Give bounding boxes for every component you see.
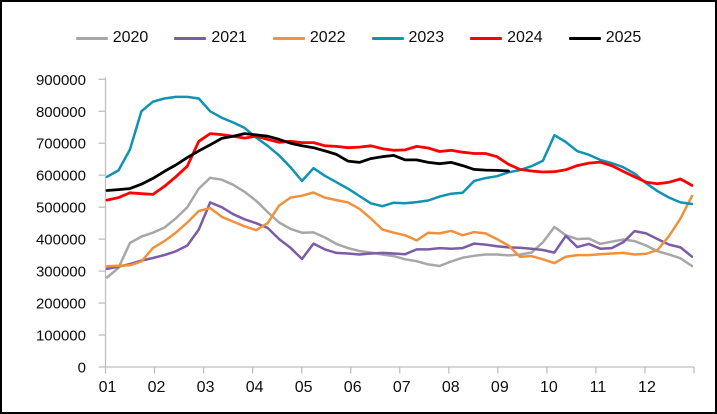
series-line-2024 (105, 132, 694, 202)
y-tick-label: 100000 (36, 328, 86, 345)
x-tick-label: 08 (442, 379, 460, 396)
x-tick-label: 12 (638, 379, 656, 396)
series-line-2020 (105, 176, 694, 279)
x-tick-label: 07 (393, 379, 411, 396)
x-tick-label: 06 (344, 379, 362, 396)
x-tick-label: 11 (590, 379, 607, 396)
y-tick-label: 600000 (36, 168, 86, 185)
x-tick-label: 05 (295, 379, 313, 396)
y-tick-label: 200000 (36, 296, 86, 313)
y-tick-label: 500000 (36, 200, 86, 217)
y-tick-label: 400000 (36, 232, 86, 249)
series-line-2025 (105, 132, 510, 192)
x-tick-label: 03 (197, 379, 215, 396)
y-tick-label: 700000 (36, 136, 86, 153)
series-line-2022 (105, 191, 694, 268)
x-tick-label: 02 (148, 379, 166, 396)
series-line-2021 (105, 201, 694, 271)
y-tick-label: 0 (78, 360, 86, 377)
series-line-2023 (105, 95, 694, 208)
x-tick-label: 01 (99, 379, 117, 396)
x-tick-label: 04 (246, 379, 264, 396)
y-tick-label: 900000 (36, 72, 86, 89)
y-tick-label: 300000 (36, 264, 86, 281)
x-tick-label: 09 (491, 379, 509, 396)
y-tick-label: 800000 (36, 104, 86, 121)
x-tick-label: 10 (540, 379, 558, 396)
